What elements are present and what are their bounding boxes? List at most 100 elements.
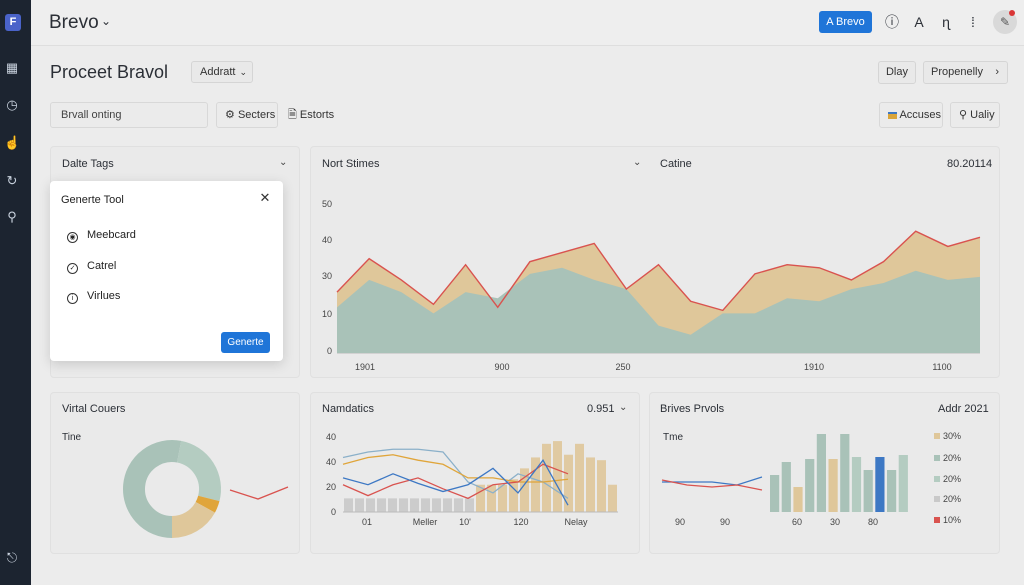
generate-button[interactable]: Generte — [221, 332, 270, 353]
brand-title[interactable]: Brevo — [49, 12, 99, 33]
area-y-tick: 40 — [321, 235, 332, 245]
sidebar: F ▦ ◷ ☝ ↻ ⚲ ⎋ — [0, 0, 31, 585]
mid-line-series — [342, 448, 569, 499]
close-icon[interactable]: ✕ — [259, 190, 271, 205]
bar — [781, 462, 791, 512]
bar — [840, 434, 850, 512]
sectors-button[interactable]: ⚙ Secters — [216, 102, 278, 128]
brives-value: Addr 2021 — [938, 403, 989, 415]
legend-swatch — [934, 455, 940, 461]
refresh-icon[interactable]: ↻ — [6, 173, 18, 188]
brives-panel-title: Brives Prvols — [660, 403, 725, 415]
brives-sub-label: Tme — [663, 432, 683, 443]
check-icon: ✓ — [67, 263, 78, 274]
bar — [432, 498, 441, 512]
bar — [542, 443, 551, 512]
area-y-tick: 50 — [321, 199, 332, 209]
namdatics-panel-title: Namdatics — [322, 403, 374, 415]
notification-dot — [1009, 10, 1015, 16]
bar — [828, 459, 838, 512]
chart-type-icon[interactable]: ɳ — [942, 14, 950, 30]
property-button-label: Propenelly — [931, 66, 983, 78]
area-y-tick: 10 — [321, 309, 332, 319]
vital-panel-title: Virtal Couers — [62, 403, 126, 415]
filter-select-value: Addratt — [200, 66, 236, 78]
app-logo[interactable]: F — [5, 14, 21, 31]
area-x-tick: 1910 — [803, 362, 825, 372]
mid-y-tick: 0 — [330, 507, 336, 517]
mid-y-tick: 40 — [325, 457, 336, 467]
right-line-series — [662, 476, 763, 486]
modal-item-catrel[interactable]: ✓ Catrel — [67, 260, 116, 276]
day-button[interactable]: Dlay — [878, 61, 916, 84]
activity-icon[interactable]: ▦ — [5, 60, 19, 75]
legend-label: 10% — [943, 515, 962, 525]
chevron-down-icon[interactable]: ⌄ — [619, 402, 628, 413]
bar — [421, 498, 430, 512]
exports-label: Estorts — [299, 109, 335, 121]
catine-panel-title: Catine — [660, 158, 692, 170]
right-x-tick: 90 — [719, 517, 731, 527]
donut-slice — [176, 440, 221, 502]
bar — [377, 498, 386, 512]
area-lower — [337, 267, 980, 353]
legend-swatch — [934, 433, 940, 439]
brevo-primary-button[interactable]: A Brevo — [819, 11, 872, 33]
search-input[interactable]: Brvall onting — [50, 102, 208, 128]
uality-button[interactable]: ⚲ Ualiy — [950, 102, 1000, 128]
right-x-tick: 30 — [829, 517, 841, 527]
donut-chart — [123, 440, 289, 538]
more-icon[interactable]: ⁞ — [971, 14, 975, 30]
bar — [443, 498, 452, 512]
legend-entry: 20% — [934, 453, 961, 463]
info-icon[interactable]: ⓘ — [885, 14, 899, 30]
catine-value: 80.20114 — [947, 158, 993, 170]
link-icon[interactable]: ⚲ — [7, 209, 17, 224]
area-x-tick: 900 — [494, 362, 510, 372]
brives-chart — [661, 434, 908, 512]
modal-item-virlues[interactable]: i Virlues — [67, 290, 120, 306]
chevron-down-icon[interactable]: ⌄ — [101, 14, 112, 28]
font-icon[interactable]: A — [914, 14, 924, 30]
mid-x-tick: 10' — [459, 517, 471, 527]
donut-slice — [195, 495, 220, 513]
area-y-tick: 0 — [326, 346, 332, 356]
property-button[interactable]: Propenelly › — [923, 61, 1008, 84]
mid-x-tick: Meller — [412, 517, 438, 527]
bar — [898, 455, 908, 512]
modal-item-meebcard[interactable]: ◉ Meebcard — [67, 229, 136, 245]
legend-entry: 30% — [934, 431, 961, 441]
legend-label: 20% — [943, 474, 962, 484]
right-line-series — [661, 479, 763, 491]
exports-button[interactable]: 🗎 Estorts — [288, 102, 334, 128]
mid-x-tick: 01 — [361, 517, 373, 527]
bar — [608, 484, 617, 512]
modal-item-label: Meebcard — [87, 229, 136, 241]
bar — [553, 441, 562, 512]
modal-item-label: Virlues — [87, 290, 121, 302]
chevron-down-icon[interactable]: ⌄ — [633, 157, 642, 168]
exit-icon[interactable]: ⎋ — [6, 550, 18, 565]
bar — [564, 454, 573, 512]
document-icon: 🗎 — [288, 109, 297, 121]
bar — [816, 434, 826, 512]
accuses-label: Accuses — [899, 109, 942, 121]
namdatics-value: 0.951 — [587, 403, 615, 415]
accuses-button[interactable]: Accuses — [879, 102, 943, 128]
info-icon: i — [67, 293, 78, 304]
thumb-icon[interactable]: ☝ — [4, 135, 21, 150]
clock-icon[interactable]: ◷ — [6, 97, 18, 112]
mid-line-series — [342, 458, 569, 506]
filter-select[interactable]: Addratt ⌄ — [191, 61, 253, 83]
bar — [531, 457, 540, 512]
bar — [498, 484, 507, 512]
bar — [770, 475, 780, 512]
bar — [875, 457, 885, 512]
bar — [344, 498, 353, 512]
right-x-tick: 90 — [674, 517, 686, 527]
chevron-down-icon[interactable]: ⌄ — [279, 157, 288, 168]
bar — [366, 498, 375, 512]
chevron-right-icon: › — [995, 66, 999, 78]
legend-swatch — [934, 517, 940, 523]
namdatics-panel: Namdatics 0.951 ⌄ — [310, 392, 640, 554]
